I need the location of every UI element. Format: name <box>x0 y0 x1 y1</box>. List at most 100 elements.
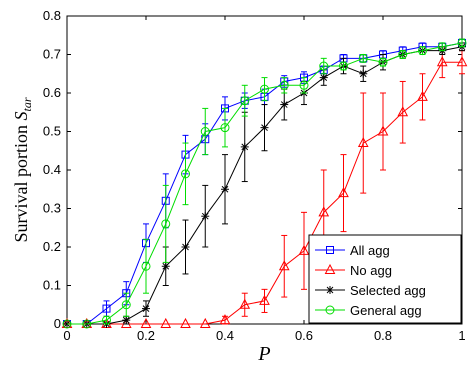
marker-shape <box>397 106 409 117</box>
triangle-marker <box>278 260 290 271</box>
marker-shape <box>140 317 152 328</box>
x-tick-label: 0 <box>63 328 70 343</box>
marker-shape <box>180 317 191 328</box>
marker-stroke <box>326 286 334 294</box>
circle-marker <box>260 84 269 94</box>
y-tick-label: 0.1 <box>43 278 61 293</box>
marker-shape <box>437 42 447 52</box>
circle-marker <box>121 300 131 310</box>
triangle-marker <box>199 317 211 328</box>
marker-shape <box>398 50 408 59</box>
circle-marker <box>299 80 309 90</box>
circle-marker <box>181 169 190 179</box>
triangle-marker <box>140 317 152 328</box>
marker-shape <box>326 246 334 254</box>
star-marker <box>142 304 150 313</box>
marker-shape <box>378 57 388 67</box>
marker-shape <box>298 244 310 255</box>
circle-marker <box>319 61 329 71</box>
y-tick-label: 0.3 <box>43 201 61 216</box>
marker-stroke <box>142 305 150 312</box>
marker-shape <box>82 319 92 329</box>
star-marker <box>326 286 334 294</box>
circle-marker <box>82 319 92 329</box>
legend-item: Selected agg <box>315 283 426 298</box>
marker-shape <box>199 317 211 328</box>
marker-shape <box>457 38 467 48</box>
series-layer <box>61 38 468 329</box>
y-tick-label: 0.6 <box>43 85 61 100</box>
marker-shape <box>161 219 171 229</box>
legend-label: No agg <box>350 263 392 278</box>
star-marker <box>122 316 131 325</box>
marker-stroke <box>359 70 367 78</box>
y-tick-label: 0.7 <box>43 47 61 62</box>
marker-stroke <box>162 262 170 270</box>
marker-stroke <box>221 185 229 193</box>
marker-shape <box>260 84 269 94</box>
marker-shape <box>338 187 349 198</box>
triangle-marker <box>219 314 231 325</box>
marker-shape <box>436 56 448 67</box>
marker-stroke <box>201 212 209 220</box>
triangle-marker <box>397 106 409 117</box>
marker-shape <box>102 315 111 325</box>
legend: All agg No agg Selected agg General agg <box>308 234 462 324</box>
triangle-marker <box>324 263 336 274</box>
marker-stroke <box>261 124 268 132</box>
y-tick-label: 0.4 <box>43 162 61 177</box>
marker-shape <box>318 206 330 217</box>
x-tick-label: 0.8 <box>374 328 392 343</box>
triangle-marker <box>180 317 191 328</box>
marker-stroke <box>280 101 288 108</box>
star-marker <box>161 262 170 271</box>
star-marker <box>201 212 210 221</box>
triangle-marker <box>377 125 389 136</box>
circle-marker <box>358 53 368 63</box>
legend-item: General agg <box>315 303 422 318</box>
triangle-marker <box>417 90 428 101</box>
marker-shape <box>279 80 289 90</box>
x-tick-label: 1 <box>458 328 465 343</box>
circle-marker <box>220 123 230 133</box>
triangle-marker <box>436 56 448 67</box>
legend-label: Selected agg <box>350 283 426 298</box>
circle-marker <box>240 96 250 106</box>
legend-label: General agg <box>350 303 422 318</box>
marker-stroke <box>122 316 130 324</box>
circle-marker <box>437 42 447 52</box>
circle-marker <box>161 219 171 229</box>
marker-shape <box>240 96 250 106</box>
marker-shape <box>120 317 132 328</box>
legend-item: All agg <box>315 243 390 258</box>
marker-stroke <box>182 243 189 251</box>
marker-shape <box>219 314 231 325</box>
triangle-marker <box>318 206 330 217</box>
star-marker <box>280 100 289 109</box>
marker-shape <box>357 136 369 148</box>
circle-marker <box>279 80 289 90</box>
series-general-agg <box>62 38 467 329</box>
circle-marker <box>325 305 335 315</box>
triangle-marker <box>298 244 310 255</box>
triangle-marker <box>338 187 349 198</box>
axis-ticks: 0 0.2 0.4 0.6 0.8 1 0 0.1 0.2 0.3 0.4 0.5 0.6 0.7 0.8 <box>43 8 466 343</box>
marker-shape <box>456 56 468 67</box>
circle-marker <box>141 261 151 271</box>
marker-shape <box>62 319 72 329</box>
marker-shape <box>358 53 368 63</box>
legend-item: No agg <box>315 263 392 278</box>
marker-shape <box>141 261 151 271</box>
star-marker <box>181 243 190 251</box>
y-axis-label: Survival portion Star <box>11 97 34 242</box>
triangle-marker <box>239 298 251 309</box>
star-marker <box>359 69 368 78</box>
marker-shape <box>417 90 428 101</box>
y-tick-label: 0 <box>54 316 61 331</box>
triangle-marker <box>357 136 369 148</box>
marker-stroke <box>241 143 249 151</box>
y-tick-label: 0.5 <box>43 124 61 139</box>
triangle-marker <box>120 317 132 328</box>
marker-shape <box>418 46 427 56</box>
